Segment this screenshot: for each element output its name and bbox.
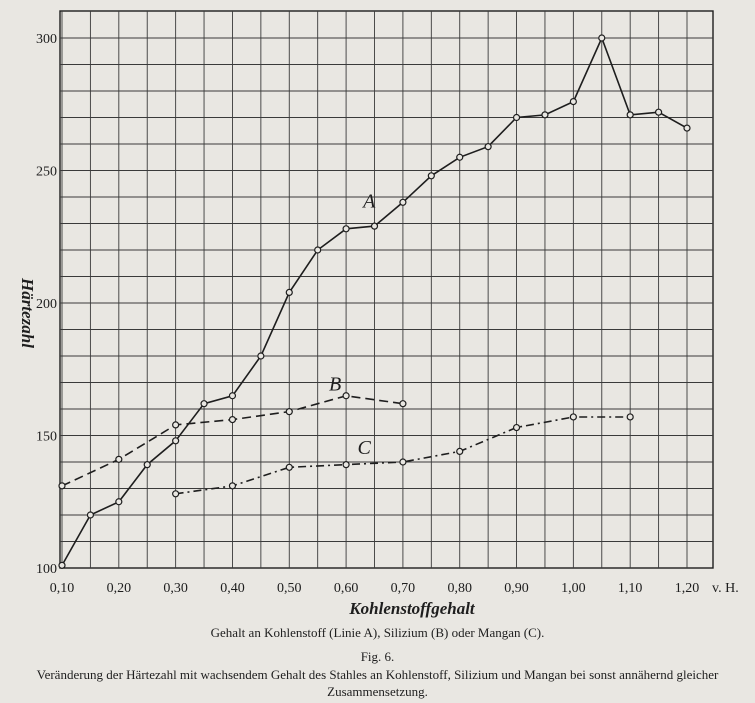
data-point-A (257, 352, 265, 360)
series-label-C: C (357, 437, 371, 459)
data-point-A (342, 225, 350, 233)
data-point-C (626, 413, 634, 421)
x-tick-label: 0,30 (163, 581, 188, 596)
data-point-B (58, 482, 66, 490)
x-tick-label: 0,40 (220, 581, 245, 596)
data-point-C (569, 413, 577, 421)
data-point-C (285, 463, 293, 471)
figure-number: Fig. 6. (360, 649, 395, 664)
data-point-A (484, 143, 492, 151)
x-tick-label: 0,10 (50, 581, 75, 596)
data-point-A (285, 288, 293, 296)
data-point-C (399, 458, 407, 466)
chart-ticks: 0,10 0,20 0,30 0,40 0,50 0,60 0,70 0,80 0,90 1,00… (36, 32, 699, 596)
data-point-A (427, 172, 435, 180)
x-tick-label: 0,70 (391, 581, 416, 596)
data-point-A (512, 113, 521, 122)
x-tick-label: 0,90 (504, 581, 529, 596)
x-tick-label: 0,20 (107, 581, 132, 596)
x-tick-label: 0,60 (334, 581, 359, 596)
data-point-B (342, 392, 350, 400)
x-unit-label: v. H. (712, 581, 739, 596)
data-point-C (172, 490, 180, 498)
data-point-A (143, 461, 151, 469)
x-tick-label: 0,50 (277, 581, 302, 596)
data-point-A (115, 498, 123, 506)
data-point-A (86, 511, 95, 519)
y-tick-label: 250 (36, 165, 57, 180)
y-tick-label: 150 (36, 430, 57, 445)
data-point-B (172, 421, 180, 429)
x-tick-label: 1,10 (618, 581, 643, 596)
data-point-A (228, 392, 237, 400)
chart-grid (59, 10, 714, 569)
data-point-C (342, 461, 350, 469)
caption-legend-line: Gehalt an Kohlenstoff (Linie A), Siliziu… (210, 625, 545, 640)
data-point-C (512, 423, 521, 432)
chart-series: A B C (58, 34, 691, 569)
data-point-A (172, 437, 180, 445)
data-point-A (654, 108, 663, 116)
y-tick-label: 300 (36, 32, 57, 47)
y-tick-label: 100 (36, 562, 57, 577)
figure-description: Veränderung der Härtezahl mit wachsendem… (36, 667, 719, 699)
data-point-C (456, 447, 464, 455)
data-point-A (683, 124, 691, 132)
data-point-B (115, 455, 123, 463)
series-line-C (175, 416, 631, 495)
x-tick-label: 1,00 (561, 581, 586, 596)
data-point-A (541, 111, 549, 119)
data-point-A (598, 34, 606, 42)
data-point-C (228, 482, 237, 490)
data-point-A (200, 400, 208, 408)
data-point-A (626, 111, 634, 119)
y-axis-title: Härtezahl (18, 277, 37, 348)
x-axis-title: Kohlenstoffgehalt (348, 599, 476, 618)
data-point-B (399, 400, 407, 408)
x-tick-label: 0,80 (447, 581, 472, 596)
series-label-A: A (361, 191, 376, 213)
y-tick-label: 200 (36, 297, 57, 312)
data-point-A (58, 561, 66, 569)
data-point-A (370, 222, 379, 230)
x-tick-label: 1,20 (675, 581, 700, 596)
series-label-B: B (329, 373, 341, 395)
data-point-A (399, 198, 407, 206)
data-point-B (228, 416, 237, 424)
data-point-A (314, 246, 322, 254)
plot-frame (59, 10, 714, 569)
data-point-A (456, 153, 464, 161)
data-point-B (285, 408, 293, 416)
data-point-A (569, 97, 577, 106)
